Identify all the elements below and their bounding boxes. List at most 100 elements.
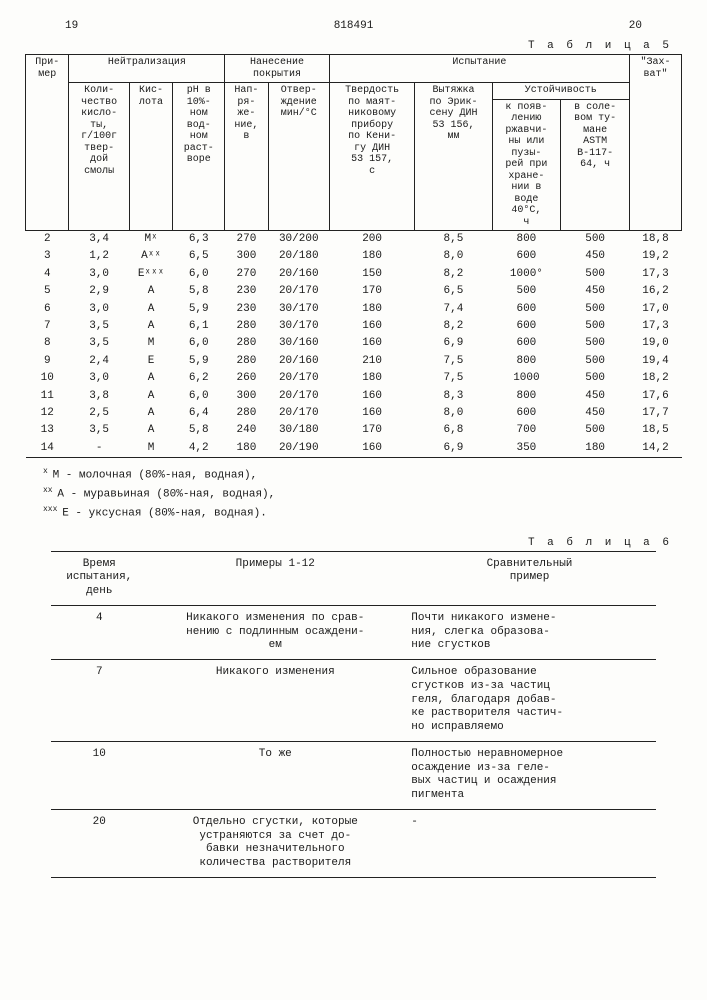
table-cell: 20/170 (268, 370, 329, 387)
table-cell: 280 (225, 335, 268, 352)
page-num-left: 19 (65, 20, 78, 32)
table-cell: 450 (561, 283, 630, 300)
table-cell: 5,8 (173, 283, 225, 300)
footnote-mark: ххх (43, 505, 62, 514)
doc-number: 818491 (334, 20, 374, 32)
table-cell: 500 (561, 422, 630, 439)
table-cell: 6,1 (173, 318, 225, 335)
colgroup-coat: Нанесениепокрытия (225, 55, 330, 83)
table-cell: 20/170 (268, 388, 329, 405)
table-cell: Сильное образованиесгустков из-за частиц… (403, 660, 655, 742)
col-hard: Твердостьпо маят-никовомуприборупо Кени-… (329, 83, 415, 231)
table-cell: Никакого изменения (147, 660, 403, 742)
table-cell: 5,9 (173, 353, 225, 370)
table-cell: 600 (492, 248, 561, 265)
table-row: 14-M4,218020/1901606,935018014,2 (26, 440, 682, 458)
table-cell: 350 (492, 440, 561, 458)
table-cell: 17,0 (630, 301, 682, 318)
table-cell: 3,0 (69, 370, 129, 387)
table-row: 4Никакого изменения по срав-нению с подл… (51, 605, 655, 659)
table-cell: Полностью неравномерноеосаждение из-за г… (403, 741, 655, 809)
table-cell: 6 (26, 301, 69, 318)
table-cell: 500 (561, 231, 630, 249)
table-cell: 230 (225, 283, 268, 300)
table-cell: 500 (561, 370, 630, 387)
table-cell: 6,0 (173, 266, 225, 283)
table-cell: 5,8 (173, 422, 225, 439)
table-cell: 450 (561, 405, 630, 422)
table-cell: 160 (329, 440, 415, 458)
table-cell: 2 (26, 231, 69, 249)
table-cell: 6,2 (173, 370, 225, 387)
table-cell: 600 (492, 318, 561, 335)
table-cell: 700 (492, 422, 561, 439)
table-cell: 500 (561, 353, 630, 370)
table-row: 7Никакого измененияСильное образованиесг… (51, 660, 655, 742)
table-cell: 170 (329, 283, 415, 300)
table-cell: 17,3 (630, 318, 682, 335)
table-cell: 13 (26, 422, 69, 439)
table-cell: 17,3 (630, 266, 682, 283)
table-cell: E (129, 353, 172, 370)
table-cell: 160 (329, 318, 415, 335)
table-cell: 600 (492, 335, 561, 352)
table-cell: 3,4 (69, 231, 129, 249)
table-cell: 18,5 (630, 422, 682, 439)
table-row: 10То жеПолностью неравномерноеосаждение … (51, 741, 655, 809)
col-zahvat: "Зах-ват" (630, 55, 682, 231)
table-row: 92,4E5,928020/1602107,580050019,4 (26, 353, 682, 370)
col-cure: Отвер-ждениемин/°С (268, 83, 329, 231)
table-cell: 6,5 (173, 248, 225, 265)
table-cell: 8,0 (415, 248, 492, 265)
table-cell: 180 (561, 440, 630, 458)
table-cell: 150 (329, 266, 415, 283)
table-cell: 160 (329, 405, 415, 422)
table-cell: 11 (26, 388, 69, 405)
table-row: 133,5A5,824030/1801706,870050018,5 (26, 422, 682, 439)
table-cell: 8 (26, 335, 69, 352)
table-cell: 14,2 (630, 440, 682, 458)
footnote-mark: х (43, 467, 53, 476)
table-cell: A (129, 318, 172, 335)
col-rust: к появ-лениюржавчи-ны илипузы-рей прихра… (492, 99, 561, 231)
table-cell: 7,4 (415, 301, 492, 318)
table-cell: 20/180 (268, 248, 329, 265)
table-cell: 600 (492, 405, 561, 422)
table-cell: 500 (561, 301, 630, 318)
table-cell: 5 (26, 283, 69, 300)
table-row: 83,5M6,028030/1601606,960050019,0 (26, 335, 682, 352)
table-cell: 170 (329, 422, 415, 439)
table-cell: 17,7 (630, 405, 682, 422)
table-cell: 30/180 (268, 422, 329, 439)
colgroup-test: Испытание (329, 55, 629, 83)
table-cell: A (129, 301, 172, 318)
table-cell: 18,2 (630, 370, 682, 387)
table-cell: 450 (561, 248, 630, 265)
table-cell: 8,5 (415, 231, 492, 249)
table-cell: 280 (225, 318, 268, 335)
col-acid: Кис-лота (129, 83, 172, 231)
table-row: 103,0A6,226020/1701807,5100050018,2 (26, 370, 682, 387)
table5-label: Т а б л и ц а 5 (25, 40, 672, 52)
table-cell: 18,8 (630, 231, 682, 249)
table-cell: Никакого изменения по срав-нению с подли… (147, 605, 403, 659)
table-cell: 8,2 (415, 318, 492, 335)
table-cell: M (129, 335, 172, 352)
table-cell: 5,9 (173, 301, 225, 318)
table-cell: M (129, 440, 172, 458)
table-cell: 6,5 (415, 283, 492, 300)
table-cell: 1,2 (69, 248, 129, 265)
table-cell: 280 (225, 405, 268, 422)
table-cell: 6,0 (173, 335, 225, 352)
table-cell: 12 (26, 405, 69, 422)
table-cell: 8,0 (415, 405, 492, 422)
table-cell: A (129, 405, 172, 422)
col-qty: Коли-чествокисло-ты,г/100гтвер-дойсмолы (69, 83, 129, 231)
table-cell: 19,2 (630, 248, 682, 265)
table-cell: 20/170 (268, 283, 329, 300)
table-cell: 8,2 (415, 266, 492, 283)
table-cell: 4 (51, 605, 147, 659)
table-cell: 3,0 (69, 266, 129, 283)
table-cell: 260 (225, 370, 268, 387)
table-cell: 7 (26, 318, 69, 335)
